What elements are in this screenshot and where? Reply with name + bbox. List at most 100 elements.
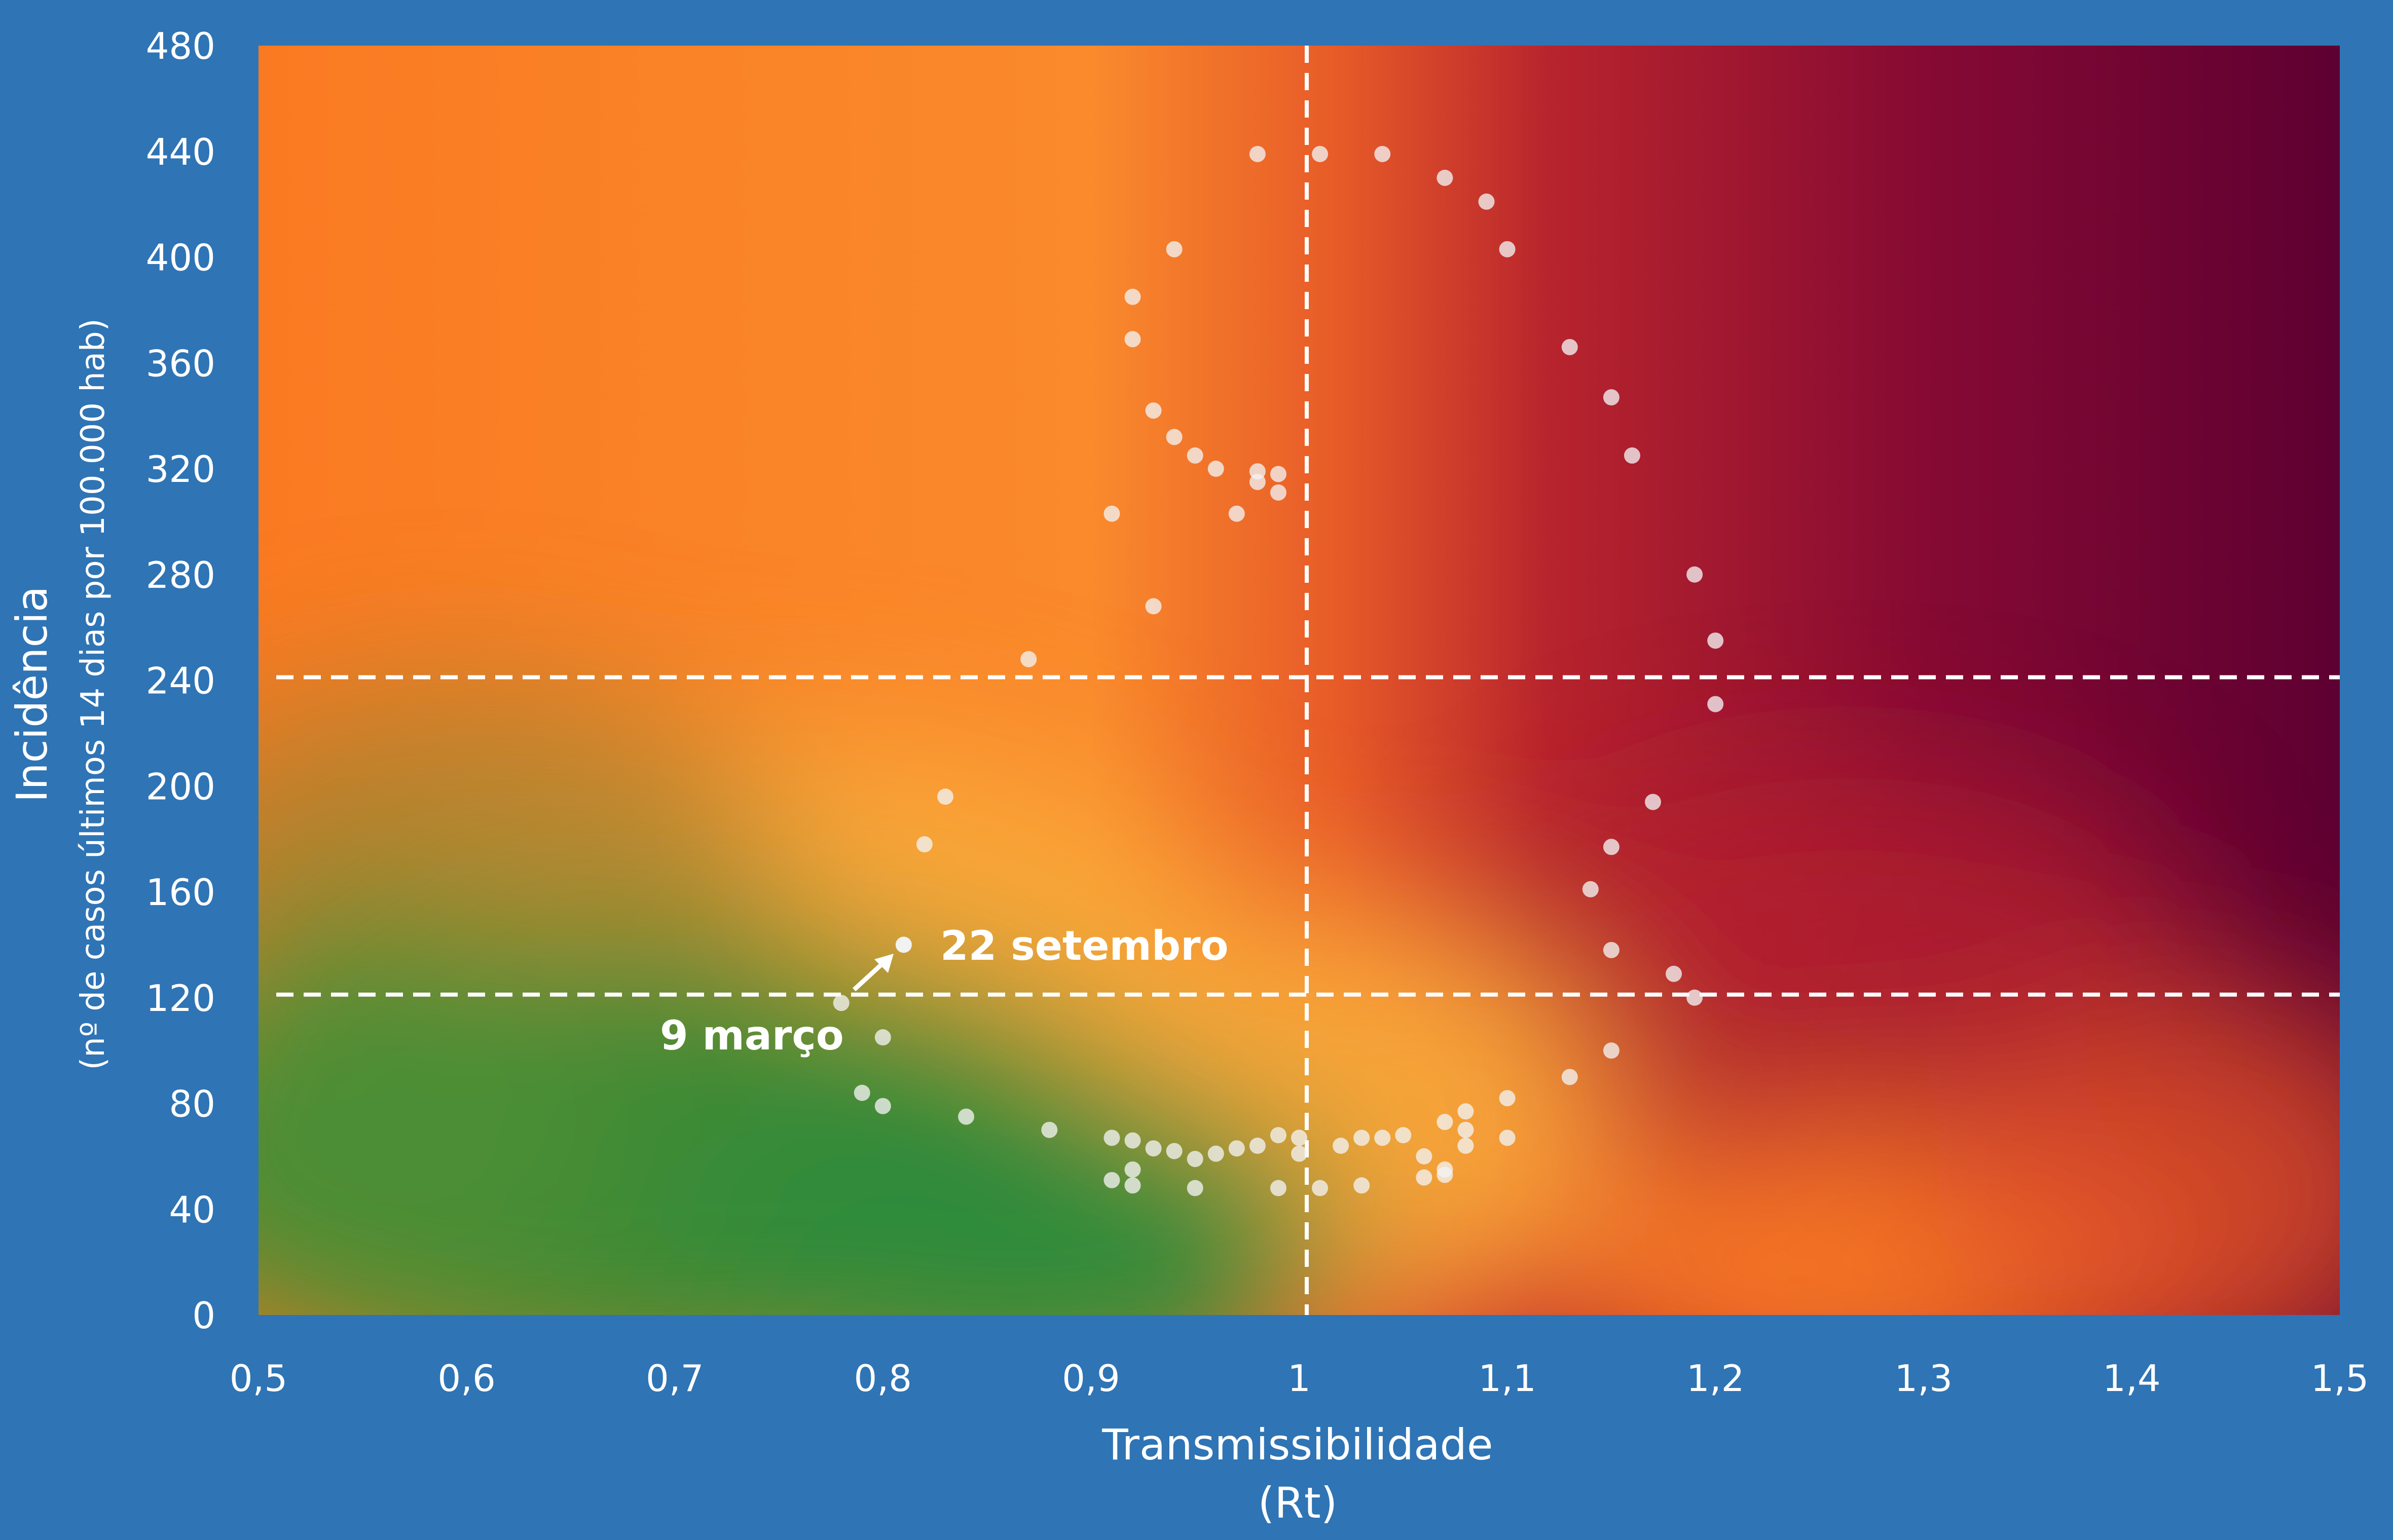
x-axis-title: Transmissibilidade xyxy=(1101,1420,1493,1470)
data-point xyxy=(874,1029,891,1046)
data-point xyxy=(1187,1151,1203,1168)
data-point xyxy=(1645,794,1662,810)
data-point xyxy=(1353,1130,1370,1146)
data-point xyxy=(1686,566,1703,583)
data-point xyxy=(1499,241,1516,257)
reference-lines xyxy=(276,46,2340,1315)
data-point xyxy=(1124,331,1141,348)
y-tick-label: 200 xyxy=(146,765,215,808)
data-point xyxy=(1166,241,1183,257)
x-tick-label: 1,3 xyxy=(1895,1357,1953,1400)
x-tick-label: 0,7 xyxy=(646,1357,704,1400)
data-point xyxy=(1395,1127,1412,1144)
data-point xyxy=(1124,1161,1141,1178)
data-point xyxy=(1582,881,1599,897)
data-point xyxy=(1478,193,1495,210)
data-point xyxy=(1124,288,1141,305)
x-axis-ticks: 0,5 0,6 0,7 0,8 0,9 1 1,1 1,2 1,3 1,4 1,5 xyxy=(230,1357,2369,1400)
data-point xyxy=(833,995,850,1011)
data-point xyxy=(1207,1145,1224,1162)
x-tick-label: 0,9 xyxy=(1062,1357,1120,1400)
data-point xyxy=(1603,1042,1619,1059)
data-point xyxy=(1353,1177,1370,1194)
y-tick-label: 440 xyxy=(146,131,215,173)
data-point xyxy=(1207,461,1224,477)
data-point xyxy=(1166,1143,1183,1159)
annotation-arrow-head xyxy=(874,954,894,973)
data-point xyxy=(958,1108,975,1125)
y-tick-label: 80 xyxy=(169,1083,215,1125)
data-points xyxy=(833,145,1724,1196)
data-point xyxy=(1333,1138,1349,1154)
y-axis-subtitle: (nº de casos últimos 14 dias por 100.000… xyxy=(75,318,112,1070)
y-axis-ticks: 0 40 80 120 160 200 240 280 320 360 400 440 480 xyxy=(146,25,215,1337)
x-tick-label: 1,4 xyxy=(2103,1357,2161,1400)
data-point xyxy=(1270,1180,1286,1196)
data-point xyxy=(1187,1180,1203,1196)
data-point xyxy=(1437,1167,1453,1183)
y-tick-label: 280 xyxy=(146,554,215,596)
data-point xyxy=(1707,696,1724,712)
data-point xyxy=(1103,1130,1120,1146)
y-tick-label: 240 xyxy=(146,660,215,702)
data-point xyxy=(1499,1130,1516,1146)
data-point xyxy=(1624,447,1640,464)
annotation-end-label: 22 setembro xyxy=(940,922,1229,969)
data-point xyxy=(1145,1140,1162,1157)
data-point xyxy=(1103,505,1120,522)
data-point xyxy=(1228,505,1245,522)
data-point xyxy=(1457,1103,1474,1120)
data-point xyxy=(1312,145,1329,162)
data-point xyxy=(1249,145,1266,162)
data-point xyxy=(1437,169,1453,186)
data-point xyxy=(1666,965,1682,982)
y-tick-label: 480 xyxy=(146,25,215,67)
data-point xyxy=(1103,1172,1120,1188)
data-point xyxy=(1187,447,1203,464)
data-point xyxy=(895,936,912,953)
data-point xyxy=(1416,1148,1432,1165)
x-tick-label: 0,6 xyxy=(437,1357,496,1400)
data-point xyxy=(1312,1180,1329,1196)
data-point xyxy=(1124,1177,1141,1194)
data-point xyxy=(1249,474,1266,491)
data-point xyxy=(1603,389,1619,406)
y-tick-label: 400 xyxy=(146,237,215,279)
data-point xyxy=(1437,1114,1453,1131)
data-point xyxy=(916,836,933,853)
data-point xyxy=(1270,1127,1286,1144)
data-point xyxy=(1249,1138,1266,1154)
data-point xyxy=(1291,1130,1307,1146)
data-point xyxy=(1374,145,1391,162)
y-tick-label: 120 xyxy=(146,977,215,1020)
x-tick-label: 1,5 xyxy=(2311,1357,2369,1400)
data-point xyxy=(1499,1090,1516,1107)
data-point xyxy=(1145,402,1162,419)
data-point xyxy=(1457,1138,1474,1154)
y-tick-label: 0 xyxy=(192,1294,215,1337)
x-axis-subtitle: (Rt) xyxy=(1258,1478,1338,1528)
data-point xyxy=(1124,1132,1141,1149)
data-point xyxy=(1270,466,1286,482)
y-tick-label: 40 xyxy=(169,1188,215,1231)
data-point xyxy=(874,1098,891,1114)
data-point xyxy=(1457,1121,1474,1138)
annotations: 22 setembro 9 março xyxy=(660,922,1229,1059)
y-tick-label: 360 xyxy=(146,342,215,385)
x-tick-label: 1 xyxy=(1287,1357,1311,1400)
data-point xyxy=(1603,839,1619,855)
y-tick-label: 160 xyxy=(146,871,215,914)
data-point xyxy=(1228,1140,1245,1157)
data-point xyxy=(1561,339,1578,355)
data-point xyxy=(1561,1069,1578,1085)
x-tick-label: 0,8 xyxy=(854,1357,912,1400)
x-tick-label: 1,1 xyxy=(1478,1357,1536,1400)
data-point xyxy=(1041,1121,1058,1138)
data-point xyxy=(854,1084,870,1101)
data-point xyxy=(1603,942,1619,958)
data-point xyxy=(937,788,953,805)
data-point xyxy=(1020,651,1037,667)
annotation-start-label: 9 março xyxy=(660,1012,844,1059)
data-point xyxy=(1145,598,1162,615)
